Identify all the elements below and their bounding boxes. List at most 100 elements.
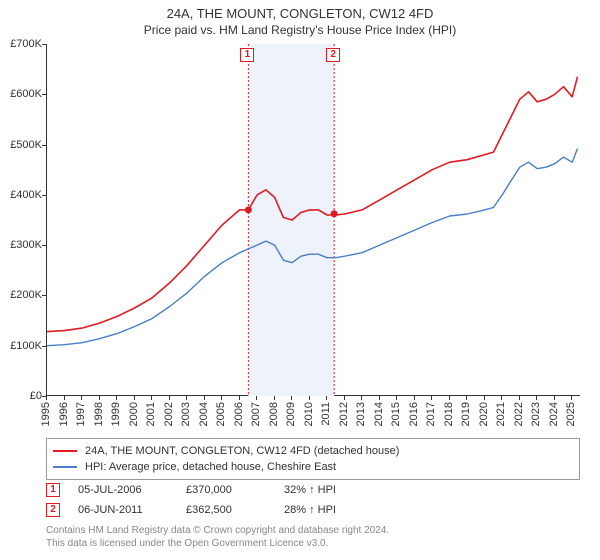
x-axis-tick [501, 396, 502, 400]
x-axis-label: 2015 [390, 402, 402, 426]
x-axis-tick [309, 396, 310, 400]
x-axis-tick [484, 396, 485, 400]
x-axis-label: 2020 [478, 402, 490, 426]
y-axis-label: £400K [0, 189, 42, 201]
y-axis-label: £700K [0, 38, 42, 50]
legend-swatch [53, 466, 77, 468]
x-axis-label: 2013 [355, 402, 367, 426]
x-axis-tick [571, 396, 572, 400]
transaction-marker: 1 [46, 483, 60, 497]
x-axis-label: 2012 [338, 402, 350, 426]
x-axis-tick [151, 396, 152, 400]
y-axis-label: £100K [0, 340, 42, 352]
footer-line: Contains HM Land Registry data © Crown c… [46, 524, 389, 537]
x-axis-tick [256, 396, 257, 400]
chart-container: 24A, THE MOUNT, CONGLETON, CW12 4FD Pric… [0, 0, 600, 560]
x-axis-tick [361, 396, 362, 400]
x-axis-tick [536, 396, 537, 400]
table-row: 2 06-JUN-2011 £362,500 28% ↑ HPI [46, 500, 580, 520]
x-axis-tick [344, 396, 345, 400]
x-axis-tick [116, 396, 117, 400]
x-axis-tick [466, 396, 467, 400]
x-axis-label: 1995 [40, 402, 52, 426]
x-axis-label: 2001 [145, 402, 157, 426]
transaction-price: £370,000 [186, 484, 266, 496]
event-dot [245, 206, 252, 213]
transaction-hpi: 32% ↑ HPI [284, 484, 364, 496]
plot-area [46, 44, 580, 396]
x-axis-label: 1997 [75, 402, 87, 426]
x-axis-label: 2009 [285, 402, 297, 426]
x-axis-label: 2022 [513, 402, 525, 426]
x-axis-label: 2000 [128, 402, 140, 426]
x-axis-label: 2011 [320, 402, 332, 426]
x-axis-tick [379, 396, 380, 400]
x-axis-tick [81, 396, 82, 400]
x-axis-tick [291, 396, 292, 400]
chart-title: 24A, THE MOUNT, CONGLETON, CW12 4FD [0, 6, 600, 21]
x-axis-tick [64, 396, 65, 400]
y-axis-label: £200K [0, 289, 42, 301]
x-axis-label: 2007 [250, 402, 262, 426]
event-dot [331, 210, 338, 217]
chart-subtitle: Price paid vs. HM Land Registry's House … [0, 23, 600, 37]
transactions-table: 1 05-JUL-2006 £370,000 32% ↑ HPI 2 06-JU… [46, 480, 580, 520]
plot-svg [47, 44, 581, 396]
transaction-hpi: 28% ↑ HPI [284, 504, 364, 516]
x-axis-label: 2005 [215, 402, 227, 426]
x-axis-tick [396, 396, 397, 400]
x-axis-tick [221, 396, 222, 400]
x-axis-label: 2010 [303, 402, 315, 426]
footer-text: Contains HM Land Registry data © Crown c… [46, 524, 389, 550]
x-axis-label: 2019 [460, 402, 472, 426]
x-axis-tick [169, 396, 170, 400]
legend-label: 24A, THE MOUNT, CONGLETON, CW12 4FD (det… [85, 445, 399, 457]
x-axis-tick [519, 396, 520, 400]
transaction-price: £362,500 [186, 504, 266, 516]
x-axis-tick [449, 396, 450, 400]
x-axis-label: 2023 [530, 402, 542, 426]
event-label-box: 2 [326, 48, 340, 62]
x-axis-label: 2006 [233, 402, 245, 426]
y-axis-label: £0 [0, 390, 42, 402]
x-axis-label: 2025 [565, 402, 577, 426]
x-axis-tick [239, 396, 240, 400]
x-axis-label: 2018 [443, 402, 455, 426]
footer-line: This data is licensed under the Open Gov… [46, 537, 389, 550]
x-axis-tick [326, 396, 327, 400]
x-axis-label: 2024 [548, 402, 560, 426]
event-label-box: 1 [240, 48, 254, 62]
legend-item: HPI: Average price, detached house, Ches… [53, 459, 573, 475]
x-axis-label: 1999 [110, 402, 122, 426]
transaction-date: 05-JUL-2006 [78, 484, 168, 496]
legend: 24A, THE MOUNT, CONGLETON, CW12 4FD (det… [46, 438, 580, 480]
x-axis-label: 2014 [373, 402, 385, 426]
x-axis-tick [431, 396, 432, 400]
x-axis-tick [414, 396, 415, 400]
x-axis-label: 2004 [198, 402, 210, 426]
x-axis-label: 1998 [93, 402, 105, 426]
transaction-date: 06-JUN-2011 [78, 504, 168, 516]
x-axis-label: 2017 [425, 402, 437, 426]
title-block: 24A, THE MOUNT, CONGLETON, CW12 4FD Pric… [0, 0, 600, 37]
x-axis-label: 2008 [268, 402, 280, 426]
legend-label: HPI: Average price, detached house, Ches… [85, 461, 336, 473]
table-row: 1 05-JUL-2006 £370,000 32% ↑ HPI [46, 480, 580, 500]
legend-item: 24A, THE MOUNT, CONGLETON, CW12 4FD (det… [53, 443, 573, 459]
y-axis-label: £300K [0, 239, 42, 251]
y-axis-label: £600K [0, 88, 42, 100]
x-axis-label: 2021 [495, 402, 507, 426]
x-axis-label: 2016 [408, 402, 420, 426]
x-axis-tick [186, 396, 187, 400]
legend-swatch [53, 450, 77, 452]
y-axis-label: £500K [0, 139, 42, 151]
x-axis-tick [554, 396, 555, 400]
x-axis-tick [99, 396, 100, 400]
x-axis-tick [204, 396, 205, 400]
transaction-marker: 2 [46, 503, 60, 517]
x-axis-label: 2003 [180, 402, 192, 426]
x-axis-label: 2002 [163, 402, 175, 426]
x-axis-label: 1996 [58, 402, 70, 426]
x-axis-tick [134, 396, 135, 400]
x-axis-tick [274, 396, 275, 400]
